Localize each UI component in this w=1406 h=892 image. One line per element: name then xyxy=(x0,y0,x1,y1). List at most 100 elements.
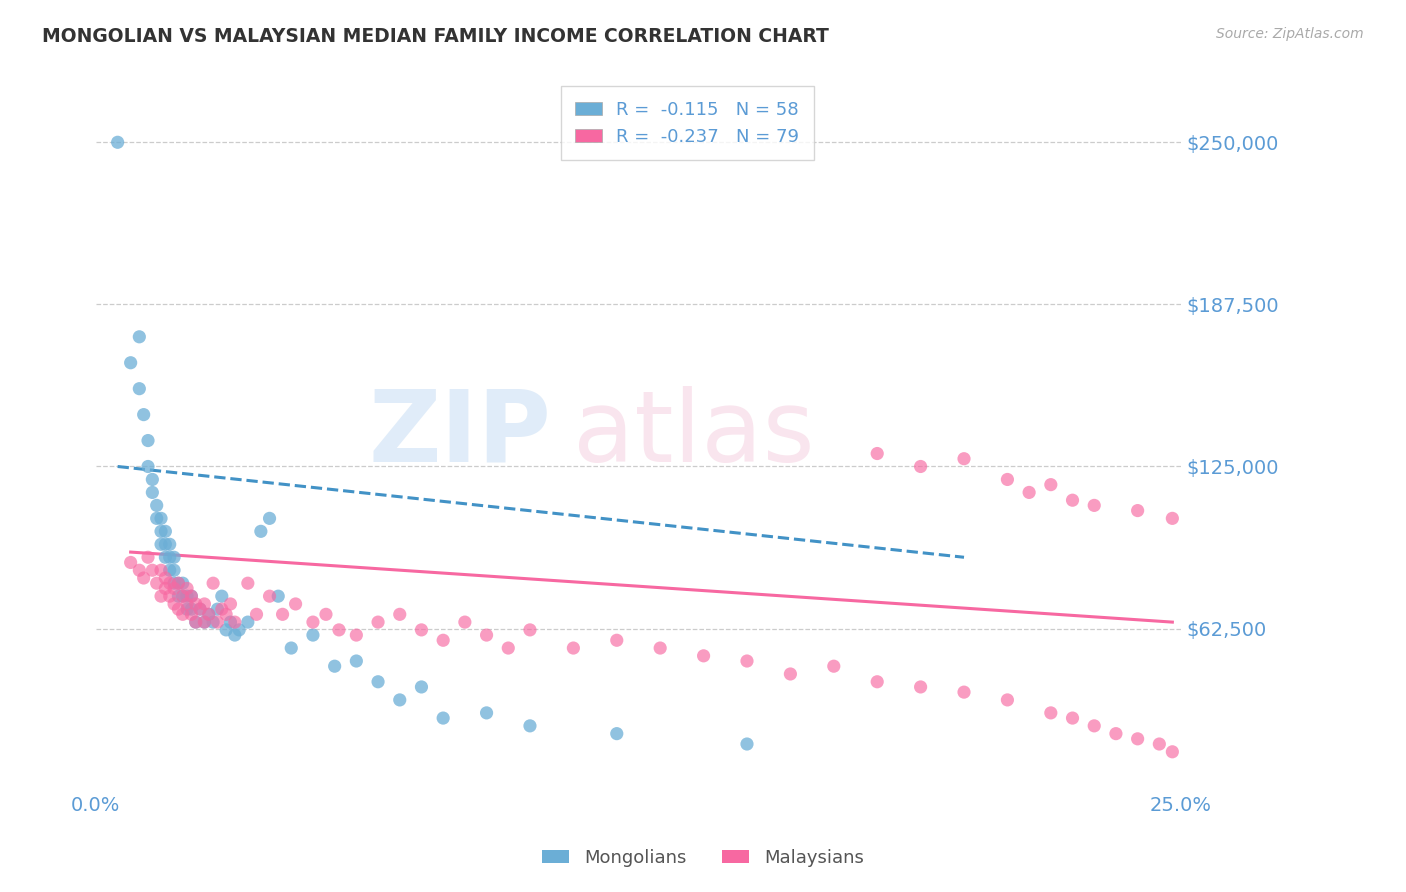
Point xyxy=(236,615,259,629)
Text: Source: ZipAtlas.com: Source: ZipAtlas.com xyxy=(1216,27,1364,41)
Point xyxy=(172,576,194,591)
Point xyxy=(145,511,167,525)
Point xyxy=(997,693,1019,707)
Point xyxy=(167,576,190,591)
Point xyxy=(167,589,190,603)
Point xyxy=(150,537,173,551)
Point xyxy=(159,589,181,603)
Point xyxy=(228,623,250,637)
Point xyxy=(136,550,159,565)
Point xyxy=(735,737,758,751)
Text: ZIP: ZIP xyxy=(368,385,551,483)
Point xyxy=(128,330,150,344)
Point xyxy=(562,641,585,656)
Point xyxy=(193,615,215,629)
Point xyxy=(1126,731,1149,746)
Point xyxy=(910,459,932,474)
Point xyxy=(953,685,976,699)
Point xyxy=(128,563,150,577)
Point xyxy=(219,597,242,611)
Point xyxy=(259,511,281,525)
Point xyxy=(141,485,163,500)
Point xyxy=(163,563,186,577)
Point xyxy=(193,597,215,611)
Point xyxy=(163,550,186,565)
Point xyxy=(519,623,541,637)
Point xyxy=(136,434,159,448)
Point xyxy=(224,628,246,642)
Point xyxy=(302,615,325,629)
Point xyxy=(176,589,198,603)
Point xyxy=(180,602,202,616)
Point xyxy=(211,602,233,616)
Point xyxy=(432,711,454,725)
Point xyxy=(496,641,519,656)
Point xyxy=(150,589,173,603)
Point xyxy=(176,582,198,596)
Point xyxy=(141,473,163,487)
Point xyxy=(267,589,290,603)
Point xyxy=(692,648,714,663)
Point xyxy=(344,654,367,668)
Point xyxy=(388,607,411,622)
Point xyxy=(159,576,181,591)
Point xyxy=(1083,719,1105,733)
Point xyxy=(207,602,229,616)
Point xyxy=(236,576,259,591)
Legend: R =  -0.115   N = 58, R =  -0.237   N = 79: R = -0.115 N = 58, R = -0.237 N = 79 xyxy=(561,87,814,161)
Point xyxy=(184,597,207,611)
Point xyxy=(475,706,498,720)
Point xyxy=(1083,499,1105,513)
Point xyxy=(302,628,325,642)
Point xyxy=(323,659,346,673)
Point xyxy=(159,550,181,565)
Point xyxy=(176,597,198,611)
Point xyxy=(606,726,628,740)
Point xyxy=(1062,493,1084,508)
Point xyxy=(224,615,246,629)
Point xyxy=(519,719,541,733)
Point xyxy=(280,641,302,656)
Point xyxy=(779,667,801,681)
Point xyxy=(367,674,389,689)
Point xyxy=(150,524,173,539)
Point xyxy=(866,446,889,460)
Point xyxy=(215,607,238,622)
Point xyxy=(193,615,215,629)
Point xyxy=(259,589,281,603)
Point xyxy=(172,589,194,603)
Point xyxy=(132,408,155,422)
Point xyxy=(172,607,194,622)
Point xyxy=(176,602,198,616)
Point xyxy=(1126,503,1149,517)
Point xyxy=(180,589,202,603)
Point xyxy=(411,623,433,637)
Point xyxy=(150,563,173,577)
Point xyxy=(155,550,177,565)
Point xyxy=(155,571,177,585)
Point xyxy=(128,382,150,396)
Point xyxy=(606,633,628,648)
Point xyxy=(245,607,267,622)
Point xyxy=(411,680,433,694)
Point xyxy=(145,499,167,513)
Point xyxy=(188,602,211,616)
Point xyxy=(163,576,186,591)
Point xyxy=(953,451,976,466)
Point xyxy=(184,615,207,629)
Point xyxy=(475,628,498,642)
Point xyxy=(159,537,181,551)
Point xyxy=(367,615,389,629)
Point xyxy=(150,511,173,525)
Point xyxy=(197,607,219,622)
Text: atlas: atlas xyxy=(574,385,815,483)
Point xyxy=(284,597,307,611)
Point xyxy=(202,576,225,591)
Point xyxy=(163,597,186,611)
Point xyxy=(823,659,845,673)
Point xyxy=(910,680,932,694)
Point xyxy=(328,623,350,637)
Point xyxy=(1105,726,1128,740)
Point xyxy=(167,576,190,591)
Point xyxy=(454,615,477,629)
